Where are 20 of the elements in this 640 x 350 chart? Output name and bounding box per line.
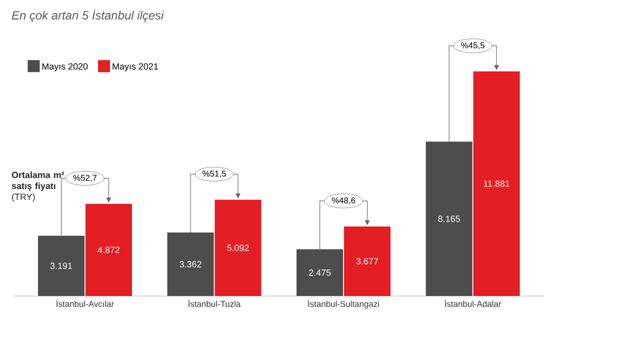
data-label: 8.165 bbox=[438, 216, 460, 222]
data-label: 3.191 bbox=[50, 262, 72, 270]
y-axis-title: Ortalama m² satış fiyatı (TRY) bbox=[12, 172, 64, 202]
data-label: 2.475 bbox=[309, 269, 331, 276]
data-label: 5.092 bbox=[227, 244, 249, 252]
legend-label: Mayıs 2020 bbox=[42, 63, 88, 72]
chart-title: En çok artan 5 İstanbul ilçesi bbox=[12, 10, 164, 22]
annotation: %51,5 bbox=[202, 170, 226, 178]
annotation: %52,7 bbox=[73, 174, 97, 182]
text: %45,5 bbox=[461, 42, 484, 50]
data-label: 3.677 bbox=[356, 258, 378, 264]
data-label: 4.872 bbox=[98, 246, 120, 254]
data-label: 3.362 bbox=[180, 261, 202, 268]
x-tick-label: İstanbul-Tuzla bbox=[188, 300, 241, 307]
data-label: 11.881 bbox=[484, 180, 510, 187]
x-tick-label: İstanbul-Sultangazi bbox=[308, 300, 379, 309]
legend-label: Mayıs 2021 bbox=[112, 63, 158, 72]
annotation: %48,6 bbox=[332, 197, 356, 204]
x-tick-label: İstanbul-Avcılar bbox=[56, 300, 114, 307]
x-tick-label: İstanbul-Adalar bbox=[445, 300, 502, 307]
